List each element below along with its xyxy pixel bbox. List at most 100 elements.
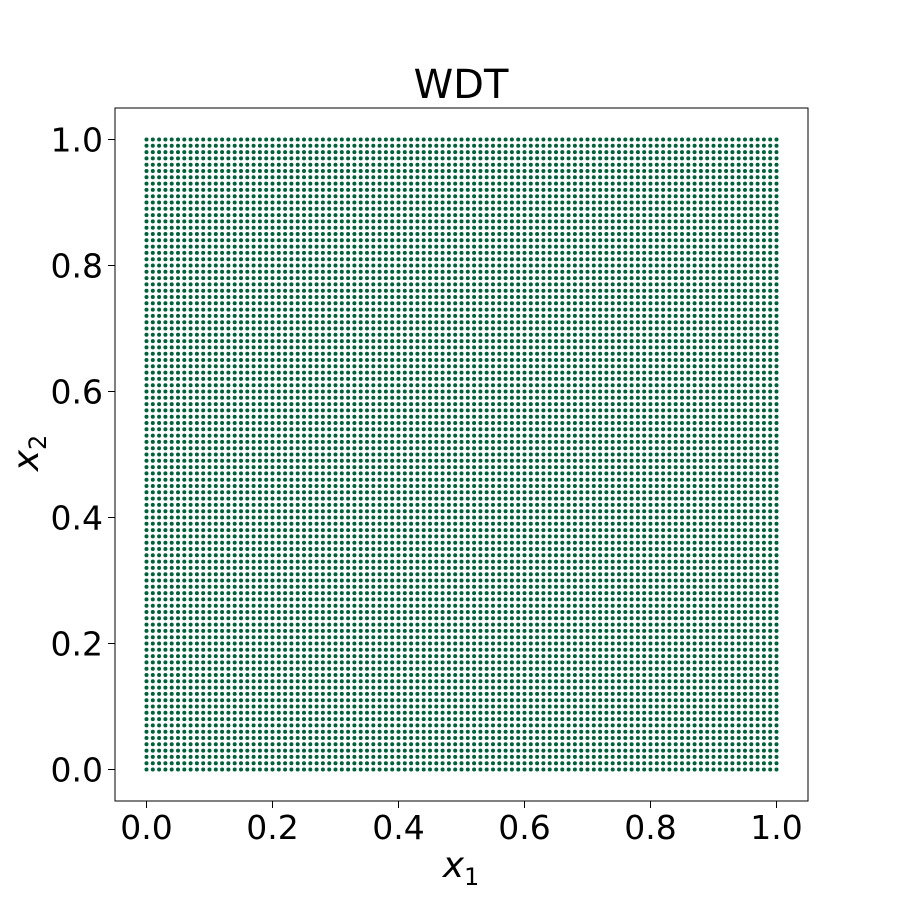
scatter-point — [434, 736, 439, 740]
scatter-point — [371, 206, 376, 211]
scatter-point — [314, 370, 319, 375]
scatter-point — [245, 628, 250, 633]
scatter-point — [169, 395, 174, 400]
scatter-point — [264, 673, 269, 677]
scatter-point — [320, 232, 325, 236]
scatter-point — [295, 654, 300, 659]
scatter-point — [383, 490, 388, 495]
scatter-point — [157, 376, 162, 381]
scatter-point — [320, 370, 325, 375]
scatter-point — [239, 484, 243, 488]
scatter-point — [383, 250, 388, 255]
scatter-point — [383, 320, 388, 325]
scatter-point — [453, 597, 458, 602]
scatter-point — [339, 654, 344, 659]
scatter-point — [264, 540, 269, 545]
scatter-point — [188, 358, 193, 362]
scatter-point — [428, 269, 432, 274]
scatter-point — [257, 389, 262, 394]
scatter-point — [333, 484, 338, 488]
scatter-point — [295, 276, 300, 281]
scatter-point — [409, 559, 414, 564]
scatter-point — [320, 276, 325, 281]
scatter-point — [440, 452, 445, 457]
scatter-point — [320, 597, 325, 602]
scatter-point — [377, 446, 382, 451]
scatter-point — [352, 238, 357, 243]
scatter-point — [327, 439, 332, 444]
scatter-point — [245, 433, 250, 438]
scatter-point — [220, 269, 225, 274]
scatter-point — [428, 320, 432, 325]
scatter-point — [415, 502, 420, 507]
scatter-point — [194, 654, 199, 659]
scatter-point — [302, 370, 306, 375]
scatter-point — [232, 754, 237, 759]
scatter-point — [434, 710, 439, 715]
scatter-point — [358, 169, 363, 173]
scatter-point — [201, 496, 206, 501]
scatter-point — [226, 578, 231, 583]
scatter-point — [371, 162, 376, 167]
scatter-point — [302, 628, 306, 633]
scatter-point — [169, 181, 174, 186]
scatter-point — [245, 389, 250, 394]
scatter-point — [377, 761, 382, 766]
scatter-point — [377, 729, 382, 734]
scatter-point — [232, 383, 237, 388]
scatter-point — [169, 572, 174, 577]
scatter-point — [188, 376, 193, 381]
scatter-point — [220, 257, 225, 262]
scatter-point — [415, 370, 420, 375]
scatter-point — [144, 691, 149, 696]
scatter-point — [377, 477, 382, 482]
scatter-point — [276, 622, 281, 627]
scatter-point — [333, 616, 338, 621]
scatter-point — [207, 521, 212, 526]
scatter-point — [169, 691, 174, 696]
scatter-point — [390, 364, 395, 369]
scatter-point — [176, 748, 180, 753]
scatter-point — [226, 257, 231, 262]
scatter-point — [176, 616, 180, 621]
scatter-point — [232, 685, 237, 690]
scatter-point — [182, 307, 187, 312]
scatter-point — [314, 484, 319, 488]
scatter-point — [150, 710, 155, 715]
scatter-point — [245, 150, 250, 155]
scatter-point — [339, 295, 344, 299]
scatter-point — [239, 729, 243, 734]
scatter-point — [421, 421, 426, 425]
scatter-point — [333, 206, 338, 211]
scatter-point — [194, 698, 199, 703]
scatter-point — [402, 723, 407, 728]
scatter-point — [182, 628, 187, 633]
scatter-point — [346, 761, 351, 766]
scatter-point — [390, 547, 395, 551]
scatter-point — [409, 162, 414, 167]
scatter-point — [194, 339, 199, 344]
scatter-point — [358, 565, 363, 570]
scatter-point — [415, 717, 420, 722]
scatter-point — [289, 597, 294, 602]
scatter-point — [201, 395, 206, 400]
scatter-point — [276, 276, 281, 281]
scatter-point — [409, 496, 414, 501]
scatter-point — [201, 427, 206, 432]
scatter-point — [176, 244, 180, 249]
scatter-point — [232, 313, 237, 318]
scatter-point — [213, 414, 218, 419]
scatter-point — [289, 534, 294, 539]
scatter-point — [283, 628, 288, 633]
scatter-point — [150, 698, 155, 703]
scatter-point — [358, 616, 363, 621]
scatter-point — [194, 421, 199, 425]
scatter-point — [207, 597, 212, 602]
scatter-point — [327, 673, 332, 677]
scatter-point — [409, 767, 414, 772]
scatter-point — [176, 439, 180, 444]
scatter-point — [201, 376, 206, 381]
scatter-point — [327, 528, 332, 533]
scatter-point — [440, 502, 445, 507]
scatter-point — [270, 710, 275, 715]
